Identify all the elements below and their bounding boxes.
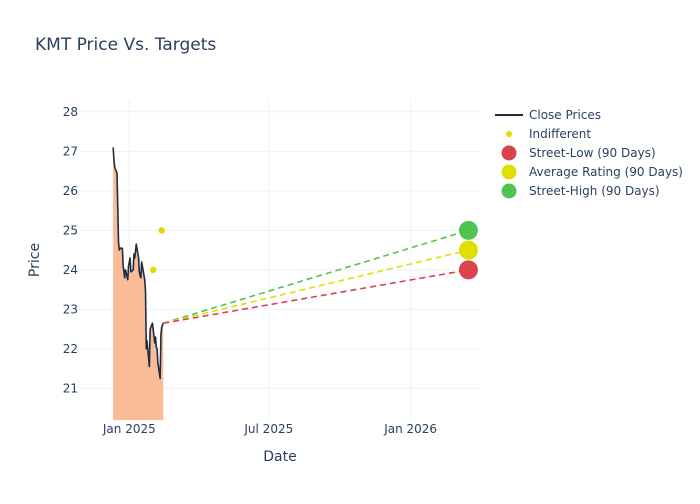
- x-axis-ticks: Jan 2025 Jul 2025 Jan 2026: [102, 422, 437, 436]
- y-axis-ticks: 21 22 23 24 25 26 27 28: [63, 105, 78, 396]
- y-tick-label: 27: [63, 144, 78, 158]
- average-rating-target-marker: [458, 240, 478, 260]
- series-lines: [112, 147, 469, 380]
- legend-close-label: Close Prices: [529, 108, 601, 122]
- y-tick-label: 28: [63, 105, 78, 119]
- street-high-target-line: [163, 229, 469, 324]
- indifferent-rating-marker: [150, 266, 157, 274]
- indifferent-rating-marker: [158, 227, 165, 234]
- street-low-target-marker: [458, 260, 478, 280]
- legend-street-high-marker-icon: [501, 183, 517, 199]
- legend-indifferent-label: Indifferent: [529, 127, 591, 141]
- legend-street-low-marker-icon: [501, 145, 517, 161]
- legend-average-label: Average Rating (90 Days): [529, 165, 683, 179]
- y-tick-label: 22: [63, 342, 78, 356]
- y-tick-label: 21: [63, 381, 78, 395]
- y-tick-label: 23: [63, 302, 78, 316]
- x-axis-label: Date: [263, 449, 296, 465]
- legend-average-marker-icon: [501, 164, 517, 180]
- x-tick-label: Jan 2026: [383, 422, 437, 436]
- series-markers: [150, 220, 478, 280]
- y-tick-label: 26: [63, 184, 78, 198]
- average-rating-target-line: [163, 249, 469, 324]
- legend-street-low-label: Street-Low (90 Days): [529, 146, 656, 160]
- legend[interactable]: Close Prices Indifferent Street-Low (90 …: [495, 108, 683, 199]
- y-tick-label: 25: [63, 223, 78, 237]
- legend-street-high-label: Street-High (90 Days): [529, 184, 660, 198]
- street-high-target-marker: [458, 220, 478, 240]
- close-price-area: [113, 147, 164, 420]
- x-tick-label: Jul 2025: [243, 422, 293, 436]
- legend-indifferent-marker-icon: [506, 131, 512, 137]
- area-fill: [113, 147, 164, 420]
- close-price-line: [112, 147, 164, 380]
- chart-title: KMT Price Vs. Targets: [35, 35, 216, 55]
- x-tick-label: Jan 2025: [102, 422, 156, 436]
- y-axis-label: Price: [27, 243, 43, 277]
- street-low-target-line: [163, 269, 469, 324]
- y-tick-label: 24: [63, 263, 78, 277]
